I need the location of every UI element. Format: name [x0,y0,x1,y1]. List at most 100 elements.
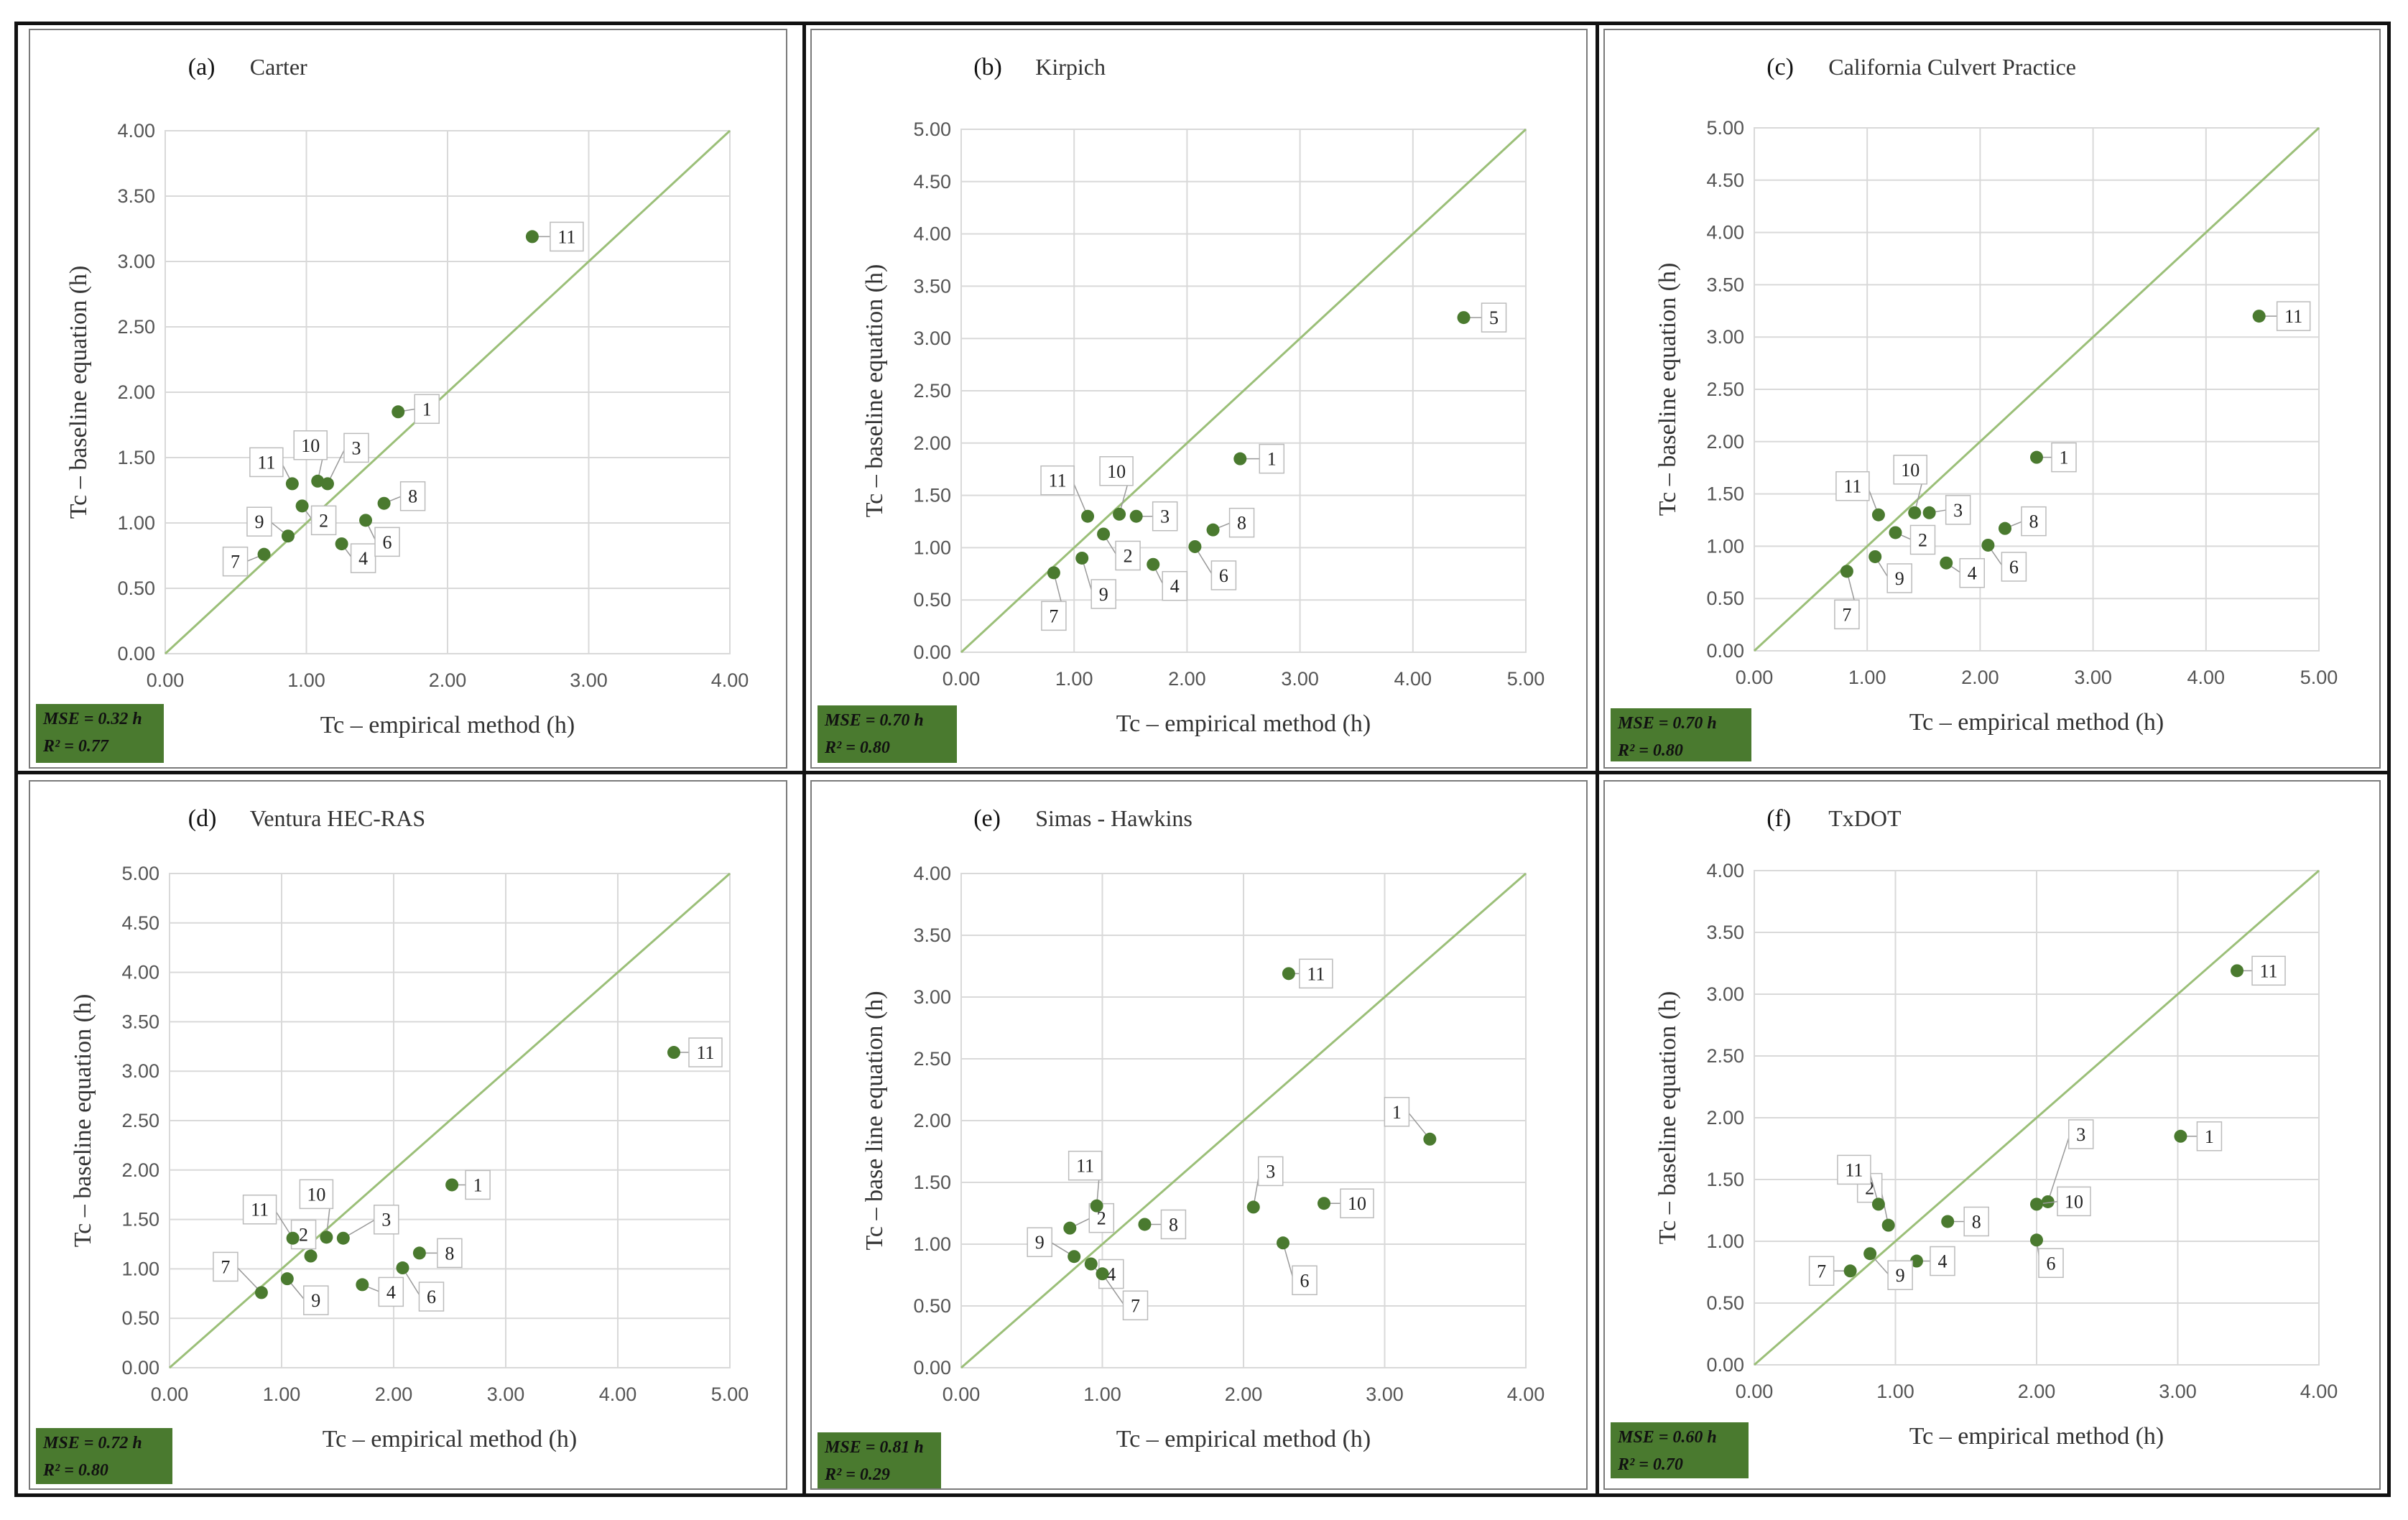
r2-value: R² = 0.80 [825,738,890,757]
data-point [1941,1215,1955,1228]
data-point [311,474,325,488]
y-axis-label: Tc – baseline equation (h) [861,264,888,518]
data-point [1840,565,1853,578]
point-label-box [1068,1150,1103,1181]
point-label: 1 [1392,1102,1402,1123]
point-label-box [213,1251,239,1282]
point-label: 4 [1170,576,1180,597]
stats-box: MSE = 0.70 h R² = 0.80 [818,705,957,763]
chart-panel: 0.00 0.50 1.00 1.50 2.00 2.50 3.00 3.50 4.00 0.00… [29,29,787,769]
point-label: 11 [2260,960,2278,981]
point-label-box [399,481,426,511]
leader-line [1282,1243,1295,1281]
point-label-box [310,505,337,536]
data-point [1075,551,1089,565]
point-label: 4 [386,1282,396,1302]
point-label: 7 [221,1256,230,1277]
x-tick-label: 4.00 [711,669,749,691]
data-point [336,1231,350,1245]
y-tick-label: 4.00 [913,223,951,245]
x-tick-label: 3.00 [2159,1381,2197,1402]
point-label: 6 [2047,1253,2056,1274]
data-point [295,499,309,513]
point-label: 6 [1300,1270,1310,1291]
y-tick-label: 3.00 [121,1060,159,1082]
point-label: 3 [351,437,361,458]
scatter-chart: 0.00 0.50 1.00 1.50 2.00 2.50 3.00 3.50 4.00 4.50… [861,54,1545,737]
point-label: 4 [1937,1251,1947,1272]
x-tick-label: 5.00 [2300,667,2338,688]
point-label: 10 [1348,1193,1366,1214]
chart-panel: 0.00 0.50 1.00 1.50 2.00 2.50 3.00 3.50 4.00 4.50… [1603,29,2381,769]
point-label-box [378,1276,404,1307]
point-label: 11 [696,1042,714,1063]
point-label: 10 [2065,1191,2083,1212]
data-point [285,477,299,491]
y-tick-label: 0.50 [117,578,155,599]
x-tick-label: 3.00 [570,669,608,691]
point-label-box [1099,456,1134,486]
point-label-box [2038,1248,2064,1279]
x-tick-label: 1.00 [1083,1384,1121,1405]
point-label: 9 [1035,1232,1045,1253]
point-label: 11 [2284,306,2302,327]
point-label: 8 [1237,513,1246,534]
point-label: 4 [1106,1264,1116,1285]
scatter-chart: 0.00 0.50 1.00 1.50 2.00 2.50 3.00 3.50 4.00 4.50… [70,805,749,1452]
y-tick-label: 0.50 [121,1307,159,1329]
x-tick-label: 2.00 [429,669,467,691]
y-tick-label: 3.00 [1706,983,1744,1005]
x-tick-label: 0.00 [1736,667,1774,688]
y-tick-label: 4.50 [913,171,951,193]
point-label-box [2057,1186,2091,1217]
point-label-box [1160,1209,1187,1240]
data-point [1843,1264,1857,1278]
x-tick-label: 4.00 [2187,667,2226,688]
point-label-box [1834,599,1860,630]
divider-vertical-1 [802,22,806,1497]
x-tick-label: 1.00 [287,669,325,691]
data-point [2041,1195,2055,1208]
y-tick-label: 5.00 [913,119,951,140]
data-point [1138,1218,1152,1231]
point-label: 10 [301,435,320,456]
point-label-box [1945,495,1971,525]
y-tick-label: 0.50 [913,589,951,611]
point-label-box [299,1179,334,1210]
panel-label: (c) [1766,54,1794,80]
data-point [1998,522,2011,535]
point-label-box [1808,1256,1835,1287]
x-tick-label: 0.00 [1736,1381,1774,1402]
stats-box: MSE = 0.70 h R² = 0.80 [1611,708,1751,761]
data-point [1233,452,1247,465]
point-label: 9 [1099,584,1108,605]
y-tick-label: 1.50 [121,1209,159,1231]
point-label-box [418,1282,445,1312]
point-label-box [374,1204,399,1235]
y-tick-label: 3.50 [121,1011,159,1032]
point-label-box [1041,601,1067,631]
y-tick-label: 3.00 [117,251,155,272]
point-label-box [1210,560,1237,590]
y-tick-label: 4.50 [121,912,159,934]
y-axis-label: Tc – baseline equation (h) [1654,263,1681,516]
point-label: 7 [1842,604,1851,625]
data-point [445,1178,459,1192]
point-label: 1 [2060,448,2069,468]
y-tick-label: 4.00 [121,962,159,983]
y-tick-label: 3.50 [1706,274,1744,295]
y-tick-label: 0.00 [1706,640,1744,662]
data-point [1423,1132,1437,1146]
data-point [2252,310,2266,323]
data-point [1097,527,1111,541]
y-tick-label: 2.00 [1706,1107,1744,1129]
data-point [1981,538,1995,552]
point-label-box [414,394,440,425]
x-axis-label: Tc – empirical method (h) [320,712,575,738]
point-label-box [465,1169,491,1200]
stats-box: MSE = 0.32 h R² = 0.77 [36,704,164,763]
panel-label: (e) [973,805,1001,832]
mse-value: MSE = 0.32 h [43,710,142,728]
y-tick-label: 3.50 [913,924,951,946]
point-label: 11 [1049,471,1067,491]
